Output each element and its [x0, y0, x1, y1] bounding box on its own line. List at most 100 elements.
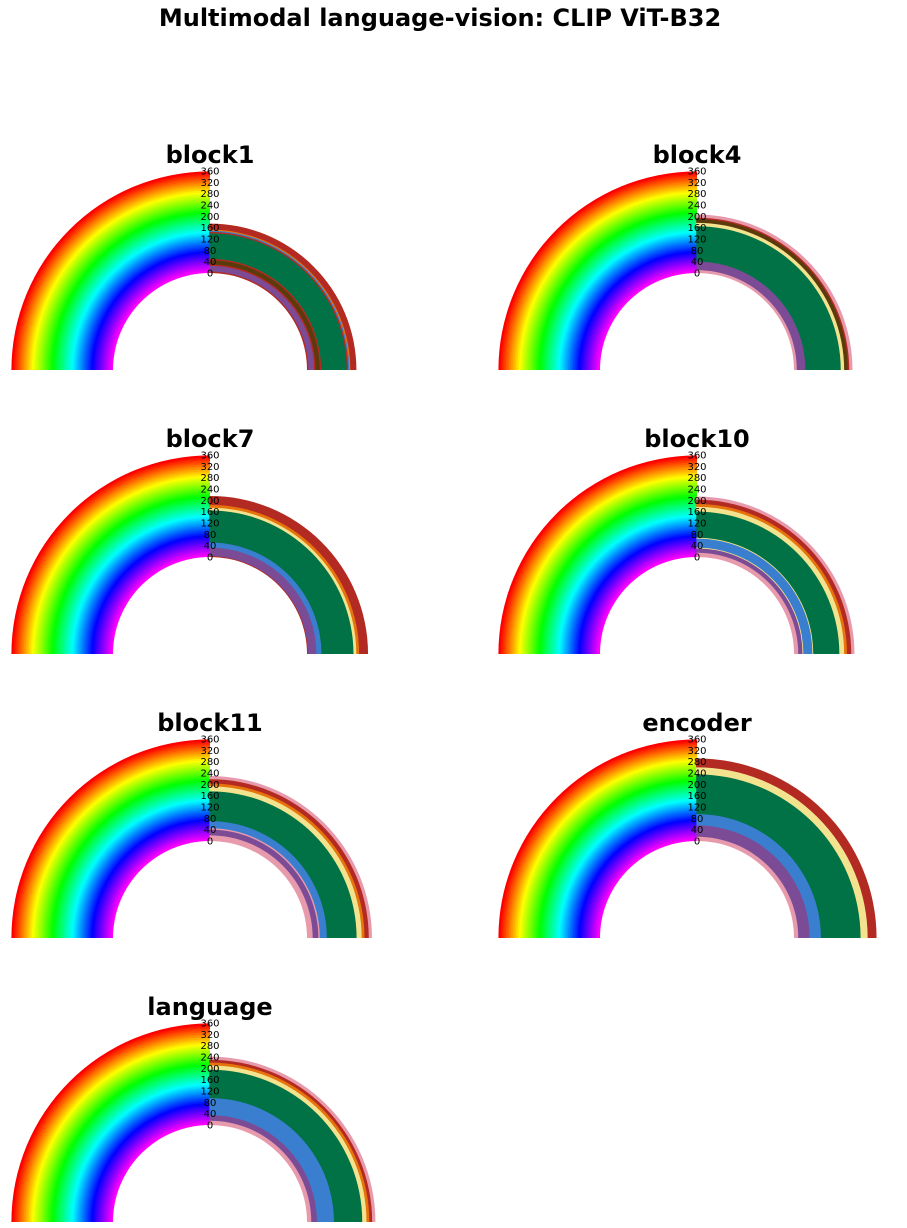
tick-label-320: 320	[687, 462, 706, 473]
ring-segment-1	[696, 261, 806, 370]
ring-segment-2	[209, 1097, 335, 1222]
rainbow-band	[11, 171, 211, 370]
tick-label-200: 200	[687, 780, 706, 791]
tick-label-360: 360	[200, 735, 219, 746]
rainbow-band	[498, 171, 697, 370]
tick-label-280: 280	[687, 473, 706, 484]
tick-label-240: 240	[200, 485, 219, 496]
tick-label-120: 120	[687, 519, 706, 530]
panel-title: block7	[166, 425, 255, 453]
tick-label-0: 0	[207, 1121, 213, 1132]
figure-title: Multimodal language-vision: CLIP ViT-B32	[158, 4, 722, 32]
rainbow-band	[498, 739, 697, 938]
panel-title: block1	[166, 141, 255, 169]
tick-label-120: 120	[200, 519, 219, 530]
tick-label-120: 120	[200, 803, 219, 814]
ring-segment-2	[696, 225, 842, 370]
tick-label-40: 40	[204, 1109, 217, 1120]
tick-label-320: 320	[687, 746, 706, 757]
ring-segment-2	[696, 813, 822, 938]
tick-label-240: 240	[687, 485, 706, 496]
tick-label-0: 0	[207, 269, 213, 280]
panel-title: block10	[644, 425, 749, 453]
tick-label-120: 120	[687, 803, 706, 814]
tick-label-280: 280	[687, 757, 706, 768]
tick-label-120: 120	[200, 235, 219, 246]
tick-label-0: 0	[694, 269, 700, 280]
tick-label-0: 0	[694, 837, 700, 848]
panel-title: block11	[157, 709, 262, 737]
tick-label-200: 200	[200, 212, 219, 223]
tick-label-40: 40	[204, 541, 217, 552]
ring-segment-3	[209, 1069, 363, 1222]
ring-segment-1	[696, 825, 810, 938]
tick-label-40: 40	[691, 257, 704, 268]
ring-segment-3	[209, 510, 354, 654]
tick-label-320: 320	[200, 746, 219, 757]
rainbow-band	[498, 455, 697, 654]
tick-label-360: 360	[200, 1019, 219, 1030]
ring-segment-4	[209, 791, 357, 938]
rainbow-band	[11, 739, 211, 938]
tick-label-40: 40	[204, 825, 217, 836]
tick-label-280: 280	[687, 189, 706, 200]
tick-label-120: 120	[200, 1087, 219, 1098]
tick-label-280: 280	[200, 473, 219, 484]
panel-title: language	[147, 993, 272, 1021]
ring-segment-3	[696, 538, 813, 654]
tick-label-280: 280	[200, 1041, 219, 1052]
tick-label-320: 320	[200, 178, 219, 189]
tick-label-0: 0	[207, 553, 213, 564]
tick-label-80: 80	[204, 530, 217, 541]
tick-label-160: 160	[200, 507, 219, 518]
tick-label-80: 80	[204, 814, 217, 825]
tick-label-40: 40	[204, 257, 217, 268]
tick-label-360: 360	[200, 451, 219, 462]
tick-label-240: 240	[200, 201, 219, 212]
ring-segment-1	[209, 547, 317, 654]
tick-label-240: 240	[200, 769, 219, 780]
tick-label-160: 160	[200, 223, 219, 234]
ring-segment-5	[696, 511, 840, 654]
tick-label-360: 360	[687, 451, 706, 462]
tick-label-240: 240	[687, 769, 706, 780]
tick-label-80: 80	[204, 1098, 217, 1109]
tick-label-0: 0	[207, 837, 213, 848]
tick-label-200: 200	[687, 496, 706, 507]
tick-label-40: 40	[691, 541, 704, 552]
tick-label-360: 360	[687, 735, 706, 746]
ring-segment-0	[209, 834, 314, 938]
tick-label-0: 0	[694, 553, 700, 564]
tick-label-80: 80	[204, 246, 217, 257]
ring-segment-3	[696, 774, 861, 938]
tick-label-80: 80	[691, 530, 704, 541]
ring-segment-3	[209, 820, 328, 938]
tick-label-160: 160	[687, 507, 706, 518]
tick-label-320: 320	[200, 462, 219, 473]
tick-label-360: 360	[200, 167, 219, 178]
tick-label-160: 160	[687, 791, 706, 802]
tick-label-160: 160	[200, 791, 219, 802]
tick-label-200: 200	[687, 212, 706, 223]
rainbow-band	[11, 1023, 211, 1222]
panel-title: block4	[653, 141, 742, 169]
tick-label-200: 200	[200, 496, 219, 507]
tick-label-120: 120	[687, 235, 706, 246]
tick-label-160: 160	[200, 1075, 219, 1086]
tick-label-280: 280	[200, 189, 219, 200]
tick-label-80: 80	[691, 246, 704, 257]
ring-segment-1	[209, 265, 315, 370]
ring-segment-5	[209, 232, 348, 370]
rainbow-band	[11, 455, 211, 654]
tick-label-320: 320	[687, 178, 706, 189]
tick-label-240: 240	[687, 201, 706, 212]
tick-label-160: 160	[687, 223, 706, 234]
